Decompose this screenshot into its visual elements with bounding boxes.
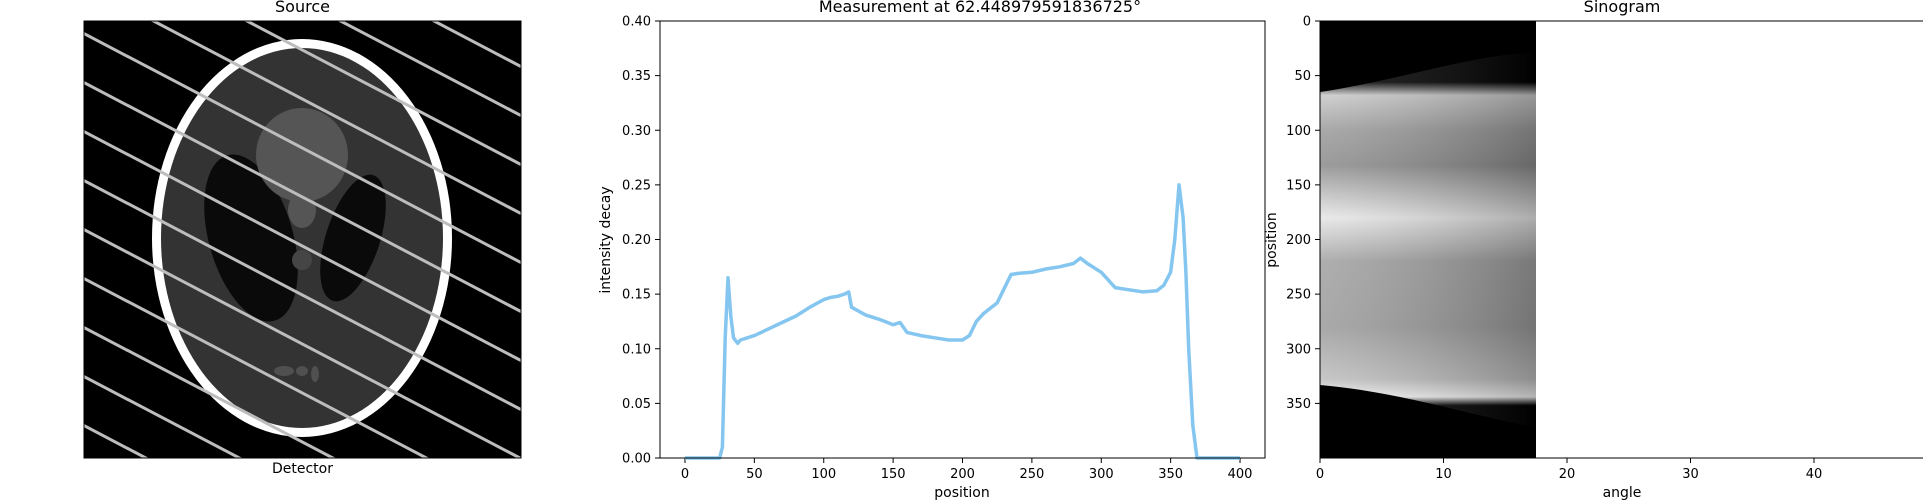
measurement-xtick-label: 50 <box>746 467 763 482</box>
measurement-xlabel: position <box>934 485 989 500</box>
sinogram-xtick-label: 20 <box>1559 467 1576 482</box>
measurement-panel: Measurement at 62.448979591836725° 0 50 10… <box>598 0 1266 500</box>
source-panel: Source Detector <box>83 0 522 477</box>
sinogram-ytick-label: 50 <box>1294 69 1311 84</box>
measurement-xtick-label: 400 <box>1228 467 1253 482</box>
measurement-title: Measurement at 62.448979591836725° <box>819 0 1141 16</box>
source-ray <box>84 325 337 458</box>
source-ray <box>150 21 521 216</box>
measurement-axes: 0 50 100 150 200 250 300 350 400 0.00 0.05 0.10 0.15… <box>622 15 1252 483</box>
sinogram-xlabel: angle <box>1603 485 1642 500</box>
measurement-ytick-label: 0.20 <box>622 233 651 248</box>
sinogram-ytick-label: 250 <box>1286 288 1311 303</box>
measurement-ytick-label: 0.25 <box>622 178 651 193</box>
measurement-xtick-label: 250 <box>1019 467 1044 482</box>
source-ray <box>84 80 521 314</box>
sinogram-ytick-label: 100 <box>1286 124 1311 139</box>
sinogram-ytick-label: 0 <box>1303 15 1311 30</box>
sinogram-xtick-label: 10 <box>1435 467 1452 482</box>
sinogram-image <box>1320 21 1536 458</box>
sinogram-xtick-label: 40 <box>1806 467 1823 482</box>
measurement-xtick-label: 0 <box>681 467 689 482</box>
measurement-ytick-label: 0.05 <box>622 397 651 412</box>
source-ray <box>84 129 521 363</box>
measurement-ytick-label: 0.15 <box>622 288 651 303</box>
source-image <box>84 21 521 458</box>
sinogram-ytick-label: 300 <box>1286 342 1311 357</box>
sinogram-xtick-label: 30 <box>1682 467 1699 482</box>
source-title: Source <box>275 0 330 16</box>
measurement-series-line <box>685 183 1240 460</box>
sinogram-panel: Sinogram 0 10 20 30 40050100150200250300350 … <box>1264 0 1923 500</box>
sinogram-title: Sinogram <box>1584 0 1661 16</box>
source-ray <box>84 276 430 458</box>
measurement-ytick-label: 0.35 <box>622 69 651 84</box>
source-ray <box>430 21 521 69</box>
measurement-xtick-label: 300 <box>1089 467 1114 482</box>
sinogram-xtick-label: 0 <box>1316 467 1324 482</box>
source-ray <box>84 227 521 458</box>
measurement-ytick-label: 0.00 <box>622 452 651 467</box>
source-rays <box>84 21 521 458</box>
source-ray <box>84 374 243 458</box>
source-ray <box>337 21 521 118</box>
source-xlabel: Detector <box>272 461 333 477</box>
source-ray <box>84 178 521 412</box>
sinogram-axes: 0 10 20 30 40 0 50 100 150 200 250 300 350 <box>1286 15 1822 483</box>
measurement-ylabel: intensity decay <box>598 186 614 293</box>
measurement-ytick-label: 0.30 <box>622 124 651 139</box>
sinogram-ytick-label: 150 <box>1286 178 1311 193</box>
measurement-ytick-label: 0.10 <box>622 342 651 357</box>
measurement-xtick-label: 350 <box>1158 467 1183 482</box>
source-ray <box>243 21 521 167</box>
measurement-xtick-label: 200 <box>950 467 975 482</box>
sinogram-ytick-label: 200 <box>1286 233 1311 248</box>
sinogram-ytick-label: 350 <box>1286 397 1311 412</box>
measurement-xtick-label: 100 <box>811 467 836 482</box>
sinogram-ylabel: position <box>1264 212 1280 267</box>
source-ray <box>84 423 150 458</box>
source-ray <box>84 31 521 265</box>
measurement-ytick-label: 0.40 <box>622 15 651 30</box>
measurement-xtick-label: 150 <box>881 467 906 482</box>
